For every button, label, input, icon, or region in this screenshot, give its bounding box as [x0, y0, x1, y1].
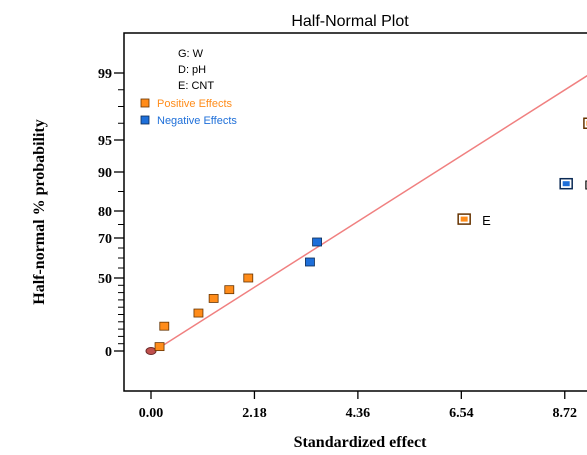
factor-legend-item: E: CNT: [178, 80, 214, 92]
y-tick-label: 50: [98, 272, 112, 287]
x-tick-label: 2.18: [242, 406, 267, 421]
positive-effects-swatch: [140, 98, 150, 108]
point-label: D: [584, 178, 587, 193]
effect-point: [224, 285, 235, 295]
effect-point: [312, 237, 322, 247]
y-axis-ticks: 0 50 70 80 90 95 99: [98, 67, 124, 360]
x-axis-label: Standardized effect: [294, 434, 428, 451]
origin-point: [145, 347, 157, 355]
x-tick-label: 6.54: [449, 406, 474, 421]
y-tick-label: 99: [98, 67, 112, 82]
effect-point: [305, 257, 315, 267]
x-axis-ticks: 0.00 2.18 4.36 6.54 8.72: [139, 391, 577, 421]
labeled-effect-point-fill: [562, 181, 570, 187]
effect-point: [159, 321, 170, 331]
chart-title: Half-Normal Plot: [291, 13, 409, 30]
y-tick-label: 95: [98, 134, 112, 149]
effect-point: [208, 294, 219, 303]
y-tick-label: 80: [98, 205, 112, 220]
x-tick-label: 8.72: [553, 406, 578, 421]
effect-point: [193, 308, 204, 318]
negative-effects-swatch: [140, 115, 150, 125]
x-tick-label: 4.36: [346, 406, 371, 421]
data-points: EDG: [145, 117, 587, 355]
effect-point: [154, 342, 165, 352]
point-label: E: [482, 213, 491, 228]
y-tick-label: 0: [105, 345, 112, 360]
labeled-effect-point-fill: [460, 216, 468, 222]
y-axis-label: Half-normal % probability: [31, 119, 48, 305]
factor-legend: G: W D: pH E: CNT: [178, 48, 214, 92]
factor-legend-item: D: pH: [178, 64, 206, 76]
series-legend: Positive Effects Negative Effects: [140, 98, 237, 127]
negative-effects-label: Negative Effects: [157, 115, 237, 127]
fit-line: [150, 74, 587, 354]
y-tick-label: 70: [98, 232, 112, 247]
plot-frame: [123, 32, 587, 392]
x-tick-label: 0.00: [139, 406, 164, 421]
factor-legend-item: G: W: [178, 48, 204, 60]
positive-effects-label: Positive Effects: [157, 98, 232, 110]
effect-point: [243, 273, 254, 283]
y-tick-label: 90: [98, 166, 112, 181]
labeled-effect-point: [583, 117, 587, 129]
